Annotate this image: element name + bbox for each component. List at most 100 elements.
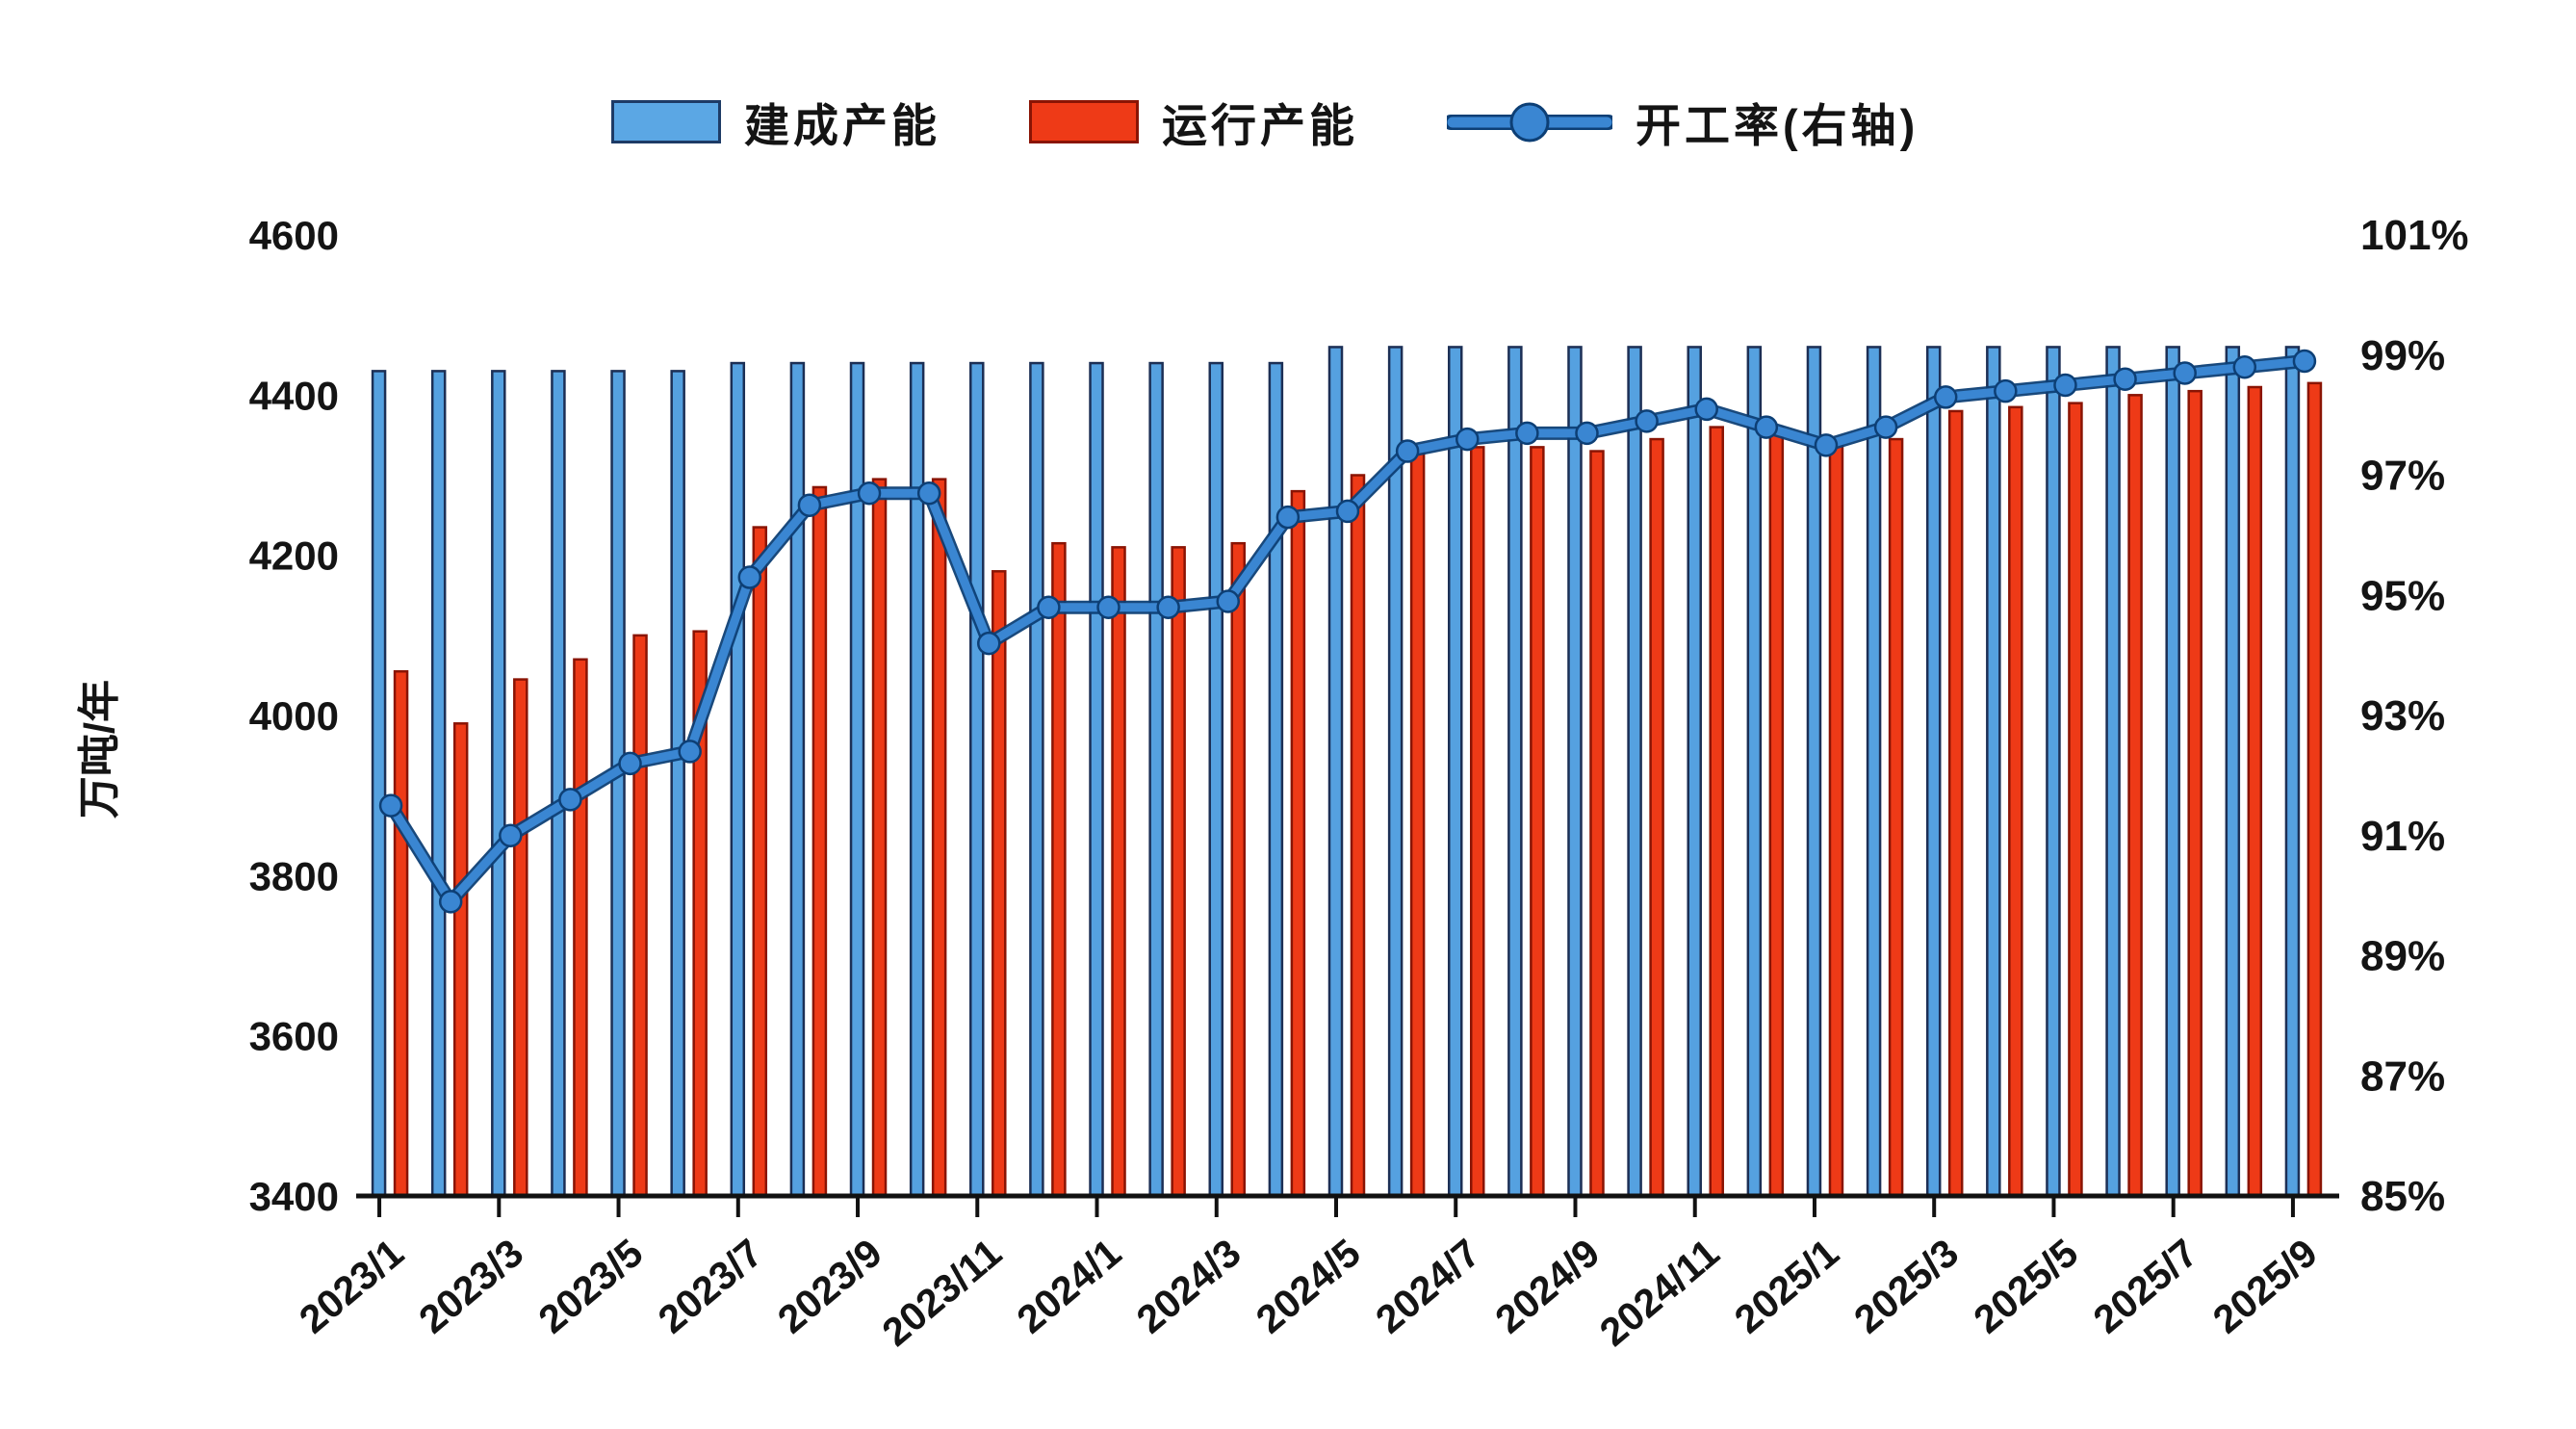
operating-capacity-bar bbox=[2247, 385, 2263, 1198]
x-axis-tick-label: 2024/9 bbox=[1487, 1231, 1609, 1342]
operating-rate-marker bbox=[1933, 385, 1958, 409]
x-axis-tick-label: 2023/9 bbox=[769, 1231, 890, 1342]
operating-rate-marker bbox=[916, 481, 941, 506]
operating-capacity-bar bbox=[1350, 474, 1366, 1198]
operating-rate-marker bbox=[857, 481, 882, 506]
x-axis-tick-label: 2024/11 bbox=[1591, 1231, 1727, 1355]
built-capacity-bar bbox=[491, 370, 506, 1198]
built-capacity-bar bbox=[2046, 346, 2061, 1198]
chart-legend: 建成产能 运行产能 开工率(右轴) bbox=[611, 89, 1919, 155]
operating-capacity-bar bbox=[871, 478, 888, 1198]
built-capacity-bar bbox=[2105, 346, 2121, 1198]
built-capacity-bar bbox=[1148, 361, 1164, 1198]
operating-capacity-bar bbox=[452, 722, 469, 1198]
operating-rate-marker bbox=[977, 631, 1001, 656]
operating-rate-marker bbox=[1635, 409, 1659, 433]
built-capacity-bar bbox=[430, 370, 447, 1198]
built-capacity-bar bbox=[1806, 346, 1822, 1198]
built-capacity-bar bbox=[371, 370, 387, 1198]
operating-capacity-bar bbox=[2068, 402, 2083, 1198]
operating-rate-marker bbox=[378, 793, 403, 818]
legend-item-built-capacity: 建成产能 bbox=[611, 89, 940, 155]
built-capacity-bar bbox=[2284, 346, 2301, 1198]
built-capacity-bar bbox=[610, 370, 626, 1198]
x-axis-tick-label: 2025/5 bbox=[1966, 1231, 2087, 1342]
operating-rate-marker bbox=[1395, 439, 1420, 463]
legend-item-operating-capacity: 运行产能 bbox=[1029, 89, 1358, 155]
built-capacity-bar bbox=[2225, 346, 2241, 1198]
legend-label-built-capacity: 建成产能 bbox=[744, 100, 940, 151]
operating-rate-marker bbox=[438, 890, 463, 914]
x-axis-tick-label: 2025/7 bbox=[2085, 1231, 2206, 1342]
operating-rate-marker bbox=[2292, 349, 2317, 374]
legend-label-operating-rate: 开工率(右轴) bbox=[1636, 100, 1919, 151]
operating-capacity-bar bbox=[573, 658, 588, 1198]
operating-rate-marker bbox=[2173, 361, 2197, 385]
operating-rate-marker bbox=[1455, 427, 1480, 452]
operating-rate-marker bbox=[678, 740, 702, 764]
left-axis-tick-label: 3800 bbox=[249, 853, 339, 898]
operating-rate-marker bbox=[558, 788, 582, 812]
left-axis-tick-label: 3600 bbox=[249, 1014, 339, 1059]
operating-capacity-bar bbox=[1230, 541, 1247, 1198]
operating-capacity-swatch-icon bbox=[1029, 100, 1139, 143]
operating-rate-marker bbox=[1156, 595, 1180, 619]
operating-capacity-bar bbox=[2008, 405, 2023, 1198]
x-axis-tick-label: 2025/3 bbox=[1845, 1231, 1967, 1342]
operating-rate-marker bbox=[1335, 499, 1360, 524]
right-axis-tick-label: 93% bbox=[2360, 692, 2445, 740]
built-capacity-bar bbox=[670, 370, 685, 1198]
x-axis-tick-label: 2024/1 bbox=[1009, 1231, 1130, 1342]
built-capacity-bar bbox=[969, 361, 985, 1198]
operating-capacity-bar bbox=[1290, 489, 1306, 1198]
x-axis-tick-label: 2023/3 bbox=[410, 1231, 531, 1342]
built-capacity-bar bbox=[1507, 346, 1523, 1198]
left-axis-tick-label: 4400 bbox=[249, 373, 339, 418]
operating-capacity-bar bbox=[1469, 446, 1485, 1198]
built-capacity-bar bbox=[1327, 346, 1344, 1198]
operating-capacity-bar bbox=[1111, 546, 1126, 1198]
x-axis-tick-label: 2023/11 bbox=[874, 1231, 1010, 1355]
operating-rate-marker bbox=[1873, 415, 1898, 439]
operating-rate-marker bbox=[2053, 373, 2077, 398]
operating-capacity-bar bbox=[2127, 394, 2143, 1198]
x-axis-tick-label: 2024/3 bbox=[1128, 1231, 1249, 1342]
built-capacity-bar bbox=[1925, 346, 1942, 1198]
operating-rate-marker bbox=[1096, 595, 1121, 619]
operating-rate-marker bbox=[2113, 367, 2137, 391]
operating-capacity-bar bbox=[1649, 437, 1664, 1198]
operating-capacity-bar bbox=[1530, 446, 1545, 1198]
right-axis-tick-label: 101% bbox=[2360, 212, 2469, 259]
operating-rate-marker bbox=[737, 565, 762, 589]
operating-rate-marker bbox=[618, 751, 642, 776]
operating-capacity-bar bbox=[1051, 541, 1067, 1198]
built-capacity-bar bbox=[1029, 361, 1044, 1198]
operating-capacity-bar bbox=[931, 478, 947, 1198]
built-capacity-bar bbox=[1627, 346, 1642, 1198]
operating-rate-marker bbox=[499, 823, 523, 847]
built-capacity-bar bbox=[1447, 346, 1463, 1198]
x-axis-tick-label: 2023/5 bbox=[530, 1231, 652, 1342]
built-capacity-bar bbox=[1687, 346, 1702, 1198]
operating-capacity-bar bbox=[1768, 426, 1785, 1198]
operating-rate-marker bbox=[1754, 415, 1779, 439]
right-axis-tick-label: 91% bbox=[2360, 813, 2445, 860]
legend-item-operating-rate: 开工率(右轴) bbox=[1447, 89, 1919, 155]
built-capacity-bar bbox=[1567, 346, 1583, 1198]
operating-capacity-bar bbox=[2187, 389, 2202, 1198]
operating-rate-marker bbox=[797, 493, 822, 517]
built-capacity-bar bbox=[1208, 361, 1224, 1198]
line-marker-sample-icon bbox=[1447, 102, 1612, 142]
operating-rate-marker bbox=[1275, 505, 1301, 530]
x-axis-tick-label: 2023/7 bbox=[650, 1231, 771, 1342]
x-axis-tick-label: 2024/7 bbox=[1367, 1231, 1488, 1342]
operating-capacity-bar bbox=[1888, 437, 1904, 1198]
x-axis-tick-label: 2025/1 bbox=[1726, 1231, 1847, 1342]
built-capacity-bar bbox=[1089, 361, 1104, 1198]
operating-capacity-bar bbox=[1828, 437, 1844, 1198]
left-axis-tick-label: 4600 bbox=[249, 213, 339, 258]
left-axis-title: 万吨/年 bbox=[76, 680, 123, 818]
legend-label-operating-capacity: 运行产能 bbox=[1162, 100, 1358, 151]
built-capacity-swatch-icon bbox=[611, 100, 721, 143]
